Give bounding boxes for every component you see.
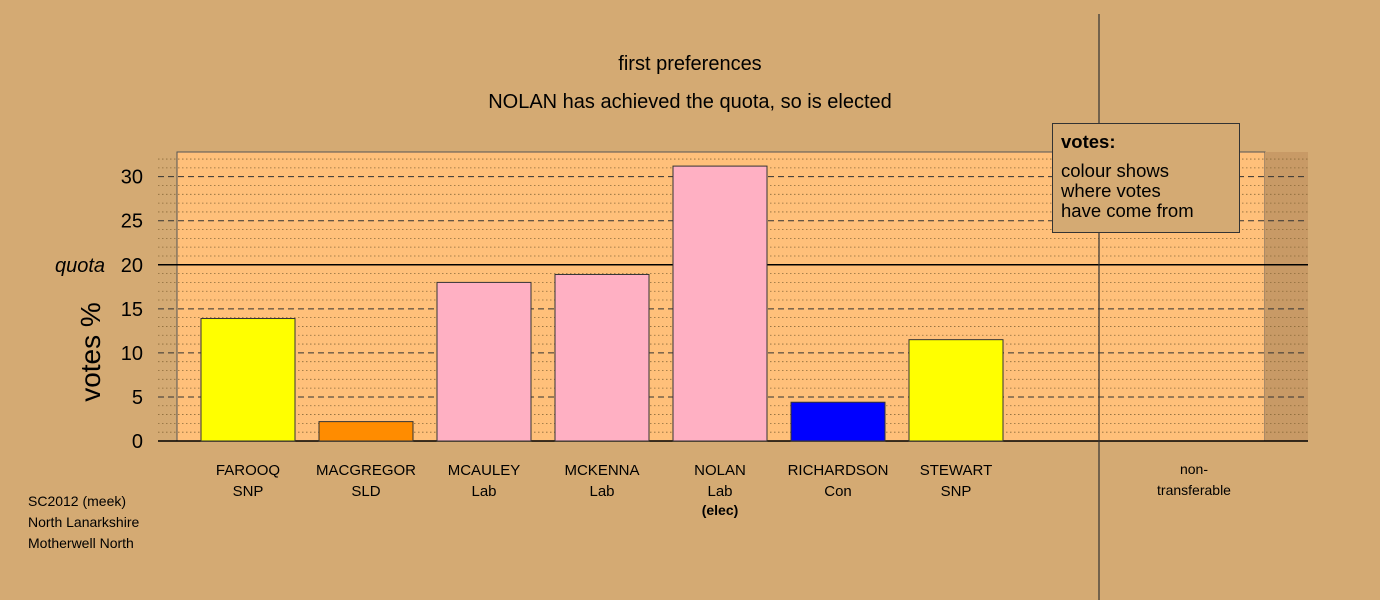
y-tick-label: 20 bbox=[121, 255, 143, 277]
y-axis-label: votes % bbox=[75, 302, 106, 402]
x-tick-label: MCAULEY bbox=[448, 462, 521, 479]
y-tick-label: 30 bbox=[121, 167, 143, 189]
x-tick-label: FAROOQ bbox=[216, 462, 280, 479]
y-tick-label: 10 bbox=[121, 343, 143, 365]
legend-line: have come from bbox=[1061, 200, 1194, 221]
bar bbox=[672, 165, 768, 442]
bar bbox=[908, 339, 1004, 442]
legend-line: colour shows bbox=[1061, 160, 1169, 181]
y-tick-label: 25 bbox=[121, 211, 143, 233]
bar bbox=[436, 281, 532, 442]
y-tick-label: 5 bbox=[132, 387, 143, 409]
footer-note: SC2012 (meek) North Lanarkshire Motherwe… bbox=[28, 491, 139, 554]
x-tick-label: Lab bbox=[589, 483, 614, 500]
x-tick-label: SNP bbox=[233, 483, 264, 500]
quota-label: quota bbox=[55, 255, 105, 277]
y-tick-label: 15 bbox=[121, 299, 143, 321]
legend-title: votes: bbox=[1061, 131, 1116, 152]
footer-line: North Lanarkshire bbox=[28, 514, 140, 530]
x-tick-label: MACGREGOR bbox=[316, 462, 416, 479]
bar bbox=[318, 421, 414, 442]
y-tick-label: 0 bbox=[132, 431, 143, 453]
x-tick-label: Con bbox=[824, 483, 852, 500]
legend-box: votes: colour shows where votes have com… bbox=[1052, 123, 1240, 233]
elected-note: (elec) bbox=[702, 502, 739, 518]
x-tick-label: RICHARDSON bbox=[788, 462, 889, 479]
plot-area-extension bbox=[1265, 152, 1308, 441]
x-tick-label: STEWART bbox=[920, 462, 993, 479]
chart-title: first preferences bbox=[618, 53, 762, 75]
footer-line: Motherwell North bbox=[28, 535, 134, 551]
bar bbox=[200, 318, 296, 442]
x-tick-label: non- bbox=[1180, 461, 1208, 477]
x-tick-label: NOLAN bbox=[694, 462, 746, 479]
x-tick-label: MCKENNA bbox=[564, 462, 639, 479]
footer-line: SC2012 (meek) bbox=[28, 493, 127, 509]
x-tick-label: Lab bbox=[471, 483, 496, 500]
bar bbox=[554, 273, 650, 442]
legend-line: where votes bbox=[1061, 180, 1161, 201]
x-tick-label: transferable bbox=[1157, 482, 1231, 498]
bar bbox=[790, 401, 886, 442]
x-tick-label: Lab bbox=[707, 483, 732, 500]
chart-subtitle: NOLAN has achieved the quota, so is elec… bbox=[488, 91, 892, 113]
x-tick-label: SNP bbox=[941, 483, 972, 500]
x-tick-label: SLD bbox=[351, 483, 380, 500]
